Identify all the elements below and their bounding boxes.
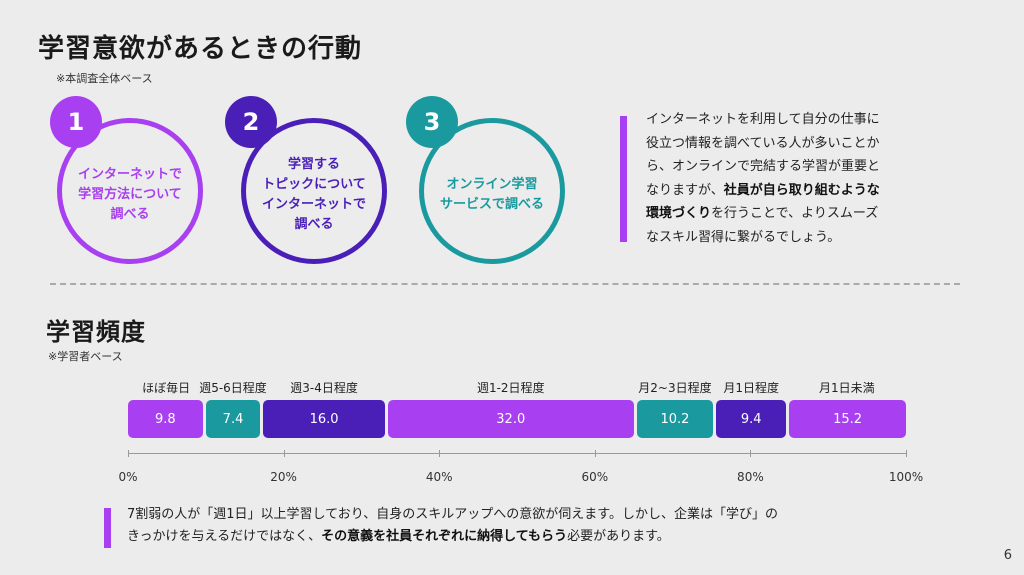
side-line: インターネットを利用して自分の仕事に	[646, 112, 880, 127]
action-text: インターネットで 学習方法について 調べる	[77, 167, 182, 222]
bar-segment: 10.2	[636, 400, 714, 438]
x-tick-label: 100%	[888, 470, 924, 484]
category-label: 週1-2日程度	[476, 381, 545, 395]
side-line: 役立つ情報を調べている人が多いことか	[646, 135, 880, 151]
bottom-text-bold: その意義を社員それぞれに納得してもらう	[321, 529, 568, 544]
x-tick-label: 60%	[581, 470, 609, 484]
bar-segment: 32.0	[387, 400, 634, 438]
section-divider	[50, 283, 960, 285]
bar-segment: 9.4	[716, 400, 787, 438]
category-label: 月2~3日程度	[638, 381, 712, 395]
bottom-line: 7割弱の人が「週1日」以上学習しており、自身のスキルアップへの意欲が伺えます。し…	[127, 507, 778, 522]
category-label: 週3-4日程度	[290, 381, 358, 395]
section2-note: ※学習者ベース	[48, 350, 123, 363]
side-text: なりますが、	[646, 182, 724, 198]
page-title: 学習意欲があるときの行動	[38, 34, 363, 64]
side-text-bold: 社員が自ら取り組むような	[723, 182, 880, 198]
x-tick-label: 80%	[737, 470, 764, 484]
bottom-paragraph: 7割弱の人が「週1日」以上学習しており、自身のスキルアップへの意欲が伺えます。し…	[127, 504, 778, 548]
bottom-line: きっかけを与えるだけではなく、その意義を社員それぞれに納得してもらう必要がありま…	[127, 526, 778, 548]
action-number-badge: 3	[406, 96, 458, 148]
bar-segment: 15.2	[789, 400, 906, 438]
category-label: 月1日未満	[819, 381, 875, 395]
side-text-bold: 環境づくり	[646, 206, 712, 221]
action-number-badge: 2	[225, 96, 277, 148]
side-paragraph: インターネットを利用して自分の仕事に 役立つ情報を調べている人が多いことか ら、…	[646, 108, 880, 249]
bar-segment: 16.0	[263, 400, 385, 438]
section1-note: ※本調査全体ベース	[56, 72, 153, 85]
x-tick-label: 40%	[425, 470, 453, 484]
x-tick	[906, 450, 907, 457]
action-text: オンライン学習 サービスで調べる	[439, 177, 544, 212]
bottom-text: 必要があります。	[567, 529, 670, 544]
section2-title: 学習頻度	[46, 318, 146, 346]
side-text: を行うことで、よりスムーズ	[711, 206, 879, 221]
x-axis-line	[128, 453, 906, 454]
action-number-badge: 1	[50, 96, 102, 148]
x-tick-label: 20%	[270, 470, 297, 484]
bar-segment: 9.8	[128, 400, 203, 438]
accent-bar	[104, 508, 111, 548]
side-line: なりますが、社員が自ら取り組むような	[646, 179, 880, 203]
side-line: 環境づくりを行うことで、よりスムーズ	[646, 202, 880, 226]
action-circle-2: 学習する トピックについて インターネットで 調べる	[241, 118, 387, 264]
x-tick-label: 0%	[118, 470, 138, 484]
category-label: 月1日程度	[723, 381, 779, 395]
accent-bar	[620, 116, 627, 242]
bottom-text: きっかけを与えるだけではなく、	[127, 529, 322, 544]
action-circle-1: インターネットで 学習方法について 調べる	[57, 118, 203, 264]
page-number: 6	[1003, 548, 1012, 563]
bar-segment: 7.4	[205, 400, 261, 438]
category-label: 週5-6日程度	[199, 381, 267, 395]
category-label: ほぼ毎日	[142, 381, 191, 395]
side-line: ら、オンラインで完結する学習が重要と	[646, 159, 881, 174]
side-line: なスキル習得に繋がるでしょう。	[646, 229, 841, 245]
action-text: 学習する トピックについて インターネットで 調べる	[261, 157, 366, 232]
